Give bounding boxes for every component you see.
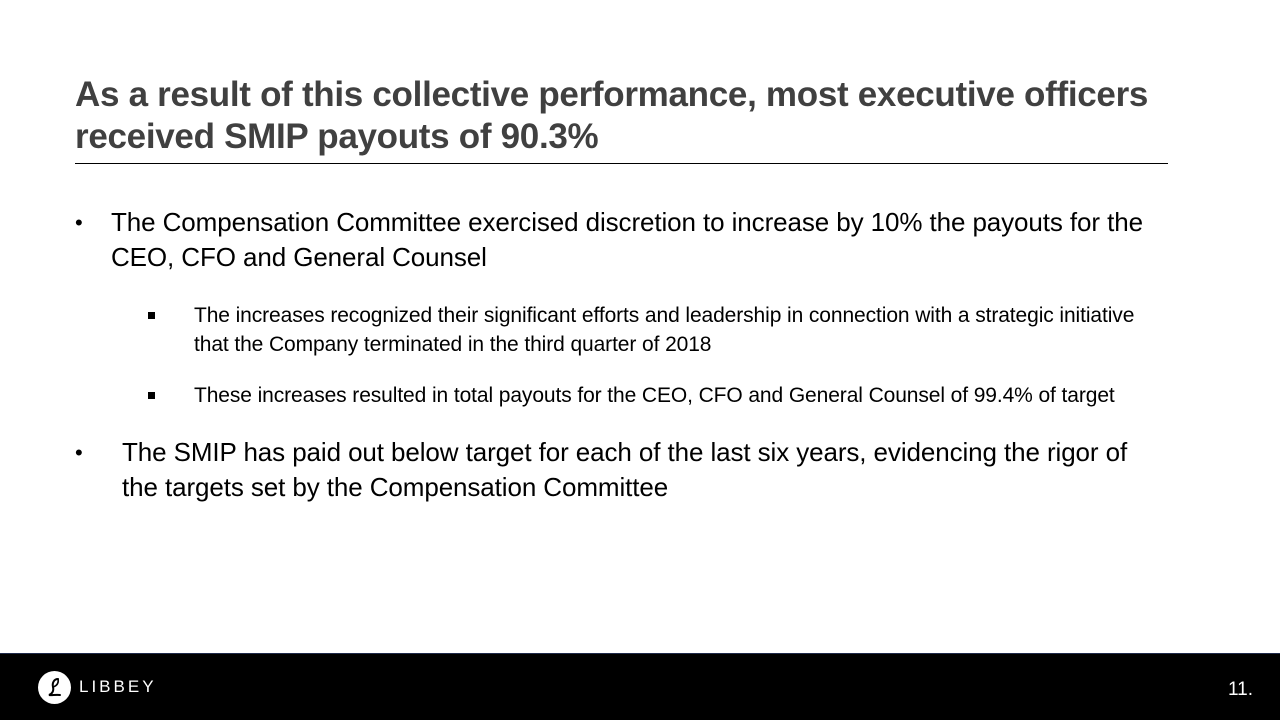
bullet-item: • The Compensation Committee exercised d…: [75, 205, 1155, 275]
footer-bar: LIBBEY 11.: [0, 653, 1280, 720]
sub-bullet-list: The increases recognized their significa…: [148, 301, 1155, 410]
square-bullet-icon: [148, 392, 155, 399]
slide-title: As a result of this collective performan…: [75, 75, 1149, 156]
libbey-logo-icon: [38, 670, 71, 704]
page-number: 11.: [1227, 679, 1253, 700]
bullet-text: The Compensation Committee exercised dis…: [111, 207, 1143, 272]
sub-bullet-item: These increases resulted in total payout…: [148, 381, 1155, 410]
bullet-text: The SMIP has paid out below target for e…: [122, 437, 1128, 502]
logo-wordmark: LIBBEY: [79, 677, 157, 696]
sub-bullet-text: These increases resulted in total payout…: [194, 384, 1115, 407]
bullet-dot: •: [75, 440, 83, 465]
title-underline: [75, 163, 1168, 164]
square-bullet-icon: [148, 312, 155, 319]
company-logo: LIBBEY: [38, 670, 157, 704]
slide-body: • The Compensation Committee exercised d…: [75, 205, 1155, 505]
bullet-item: • The SMIP has paid out below target for…: [75, 435, 1155, 505]
sub-bullet-item: The increases recognized their significa…: [148, 301, 1155, 359]
bullet-dot: •: [75, 210, 83, 235]
sub-bullet-text: The increases recognized their significa…: [194, 304, 1135, 356]
